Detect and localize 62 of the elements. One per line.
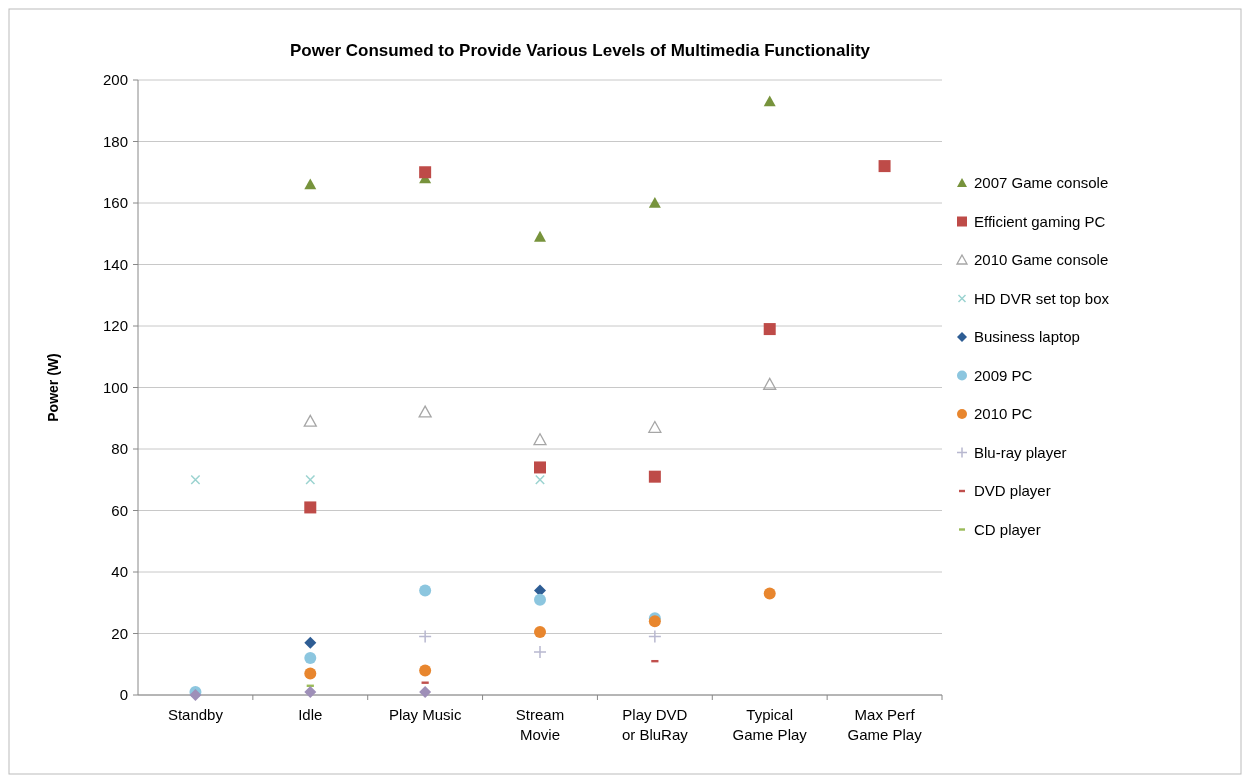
point: [763, 587, 776, 600]
point: [763, 377, 777, 390]
point: [534, 593, 546, 606]
legend-label: 2010 Game console: [974, 251, 1109, 268]
point: [419, 584, 432, 597]
x-tick-label: Standby: [167, 706, 224, 723]
y-axis-title: Power (W): [45, 353, 61, 422]
legend-label: DVD player: [974, 482, 1051, 499]
point: [418, 405, 432, 418]
y-tick-label: 80: [111, 440, 128, 457]
point: [304, 178, 317, 190]
point: [304, 501, 317, 514]
point: [190, 474, 201, 485]
point: [303, 414, 317, 427]
point: [648, 629, 662, 644]
point: [419, 664, 432, 677]
point: [648, 197, 661, 208]
x-tick-label: Stream Movie: [515, 706, 565, 743]
point: [418, 629, 432, 644]
point: [534, 230, 546, 242]
point: [189, 689, 202, 701]
point: [763, 323, 776, 336]
y-tick-label: 20: [111, 624, 128, 642]
y-tick-label: 60: [111, 501, 128, 519]
x-tick-label: Play Music: [388, 706, 462, 723]
legend-label: Blu-ray player: [974, 443, 1067, 461]
point: [533, 645, 547, 659]
point: [304, 636, 317, 649]
chart-title: Power Consumed to Provide Various Levels of Multimedia Functionality: [290, 41, 871, 60]
point: [419, 166, 432, 179]
y-tick-label: 140: [102, 255, 128, 273]
y-tick-label: 200: [102, 71, 128, 88]
x-tick-label: Typical Game Play: [732, 706, 808, 743]
x-tick-label: Idle: [298, 706, 323, 723]
legend-label: 2007 Game console: [974, 174, 1109, 191]
point: [533, 433, 547, 446]
point: [878, 160, 891, 173]
point: [304, 667, 317, 680]
y-tick-label: 160: [102, 194, 128, 211]
legend-label: 2009 PC: [974, 366, 1033, 384]
point: [305, 474, 316, 485]
y-tick-label: 0: [119, 686, 128, 703]
y-tick-label: 100: [102, 378, 128, 396]
legend-label: Efficient gaming PC: [974, 212, 1106, 230]
point: [763, 95, 776, 107]
point: [534, 461, 546, 474]
x-tick-label: Max Perf Game Play: [847, 706, 923, 743]
y-tick-label: 120: [102, 317, 128, 334]
point: [648, 420, 662, 433]
legend-label: 2010 PC: [974, 405, 1033, 422]
point: [419, 685, 432, 698]
legend-label: CD player: [974, 520, 1041, 538]
point: [648, 470, 661, 483]
legend-label: Business laptop: [974, 328, 1080, 345]
point: [534, 625, 546, 638]
y-tick-label: 180: [102, 132, 128, 150]
point: [535, 474, 545, 485]
legend-label: HD DVR set top box: [974, 289, 1110, 307]
y-tick-label: 40: [111, 563, 128, 580]
x-tick-label: Play DVD or BluRay: [621, 706, 689, 743]
point: [304, 685, 317, 698]
point: [304, 652, 317, 665]
